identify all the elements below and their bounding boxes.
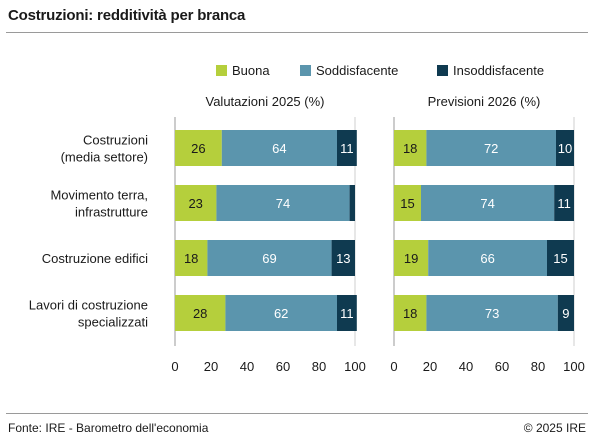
data-label-1-0-1: 72: [484, 141, 498, 156]
legend-swatch-1: [300, 65, 311, 76]
bar-0-3-1: [225, 295, 337, 331]
stacked-bar-chart: Buona Soddisfacente Insoddisfacente Valutaz…: [29, 63, 585, 374]
legend-label-2: Insoddisfacente: [453, 63, 544, 78]
bar-1-0-0: [394, 130, 427, 166]
data-label-1-2-1: 66: [480, 251, 494, 266]
data-label-0-1-0: 23: [188, 196, 202, 211]
bar-0-3-2: [337, 295, 357, 331]
bar-0-0-1: [221, 130, 337, 166]
data-label-1-2-2: 15: [553, 251, 567, 266]
bar-1-2-0: [394, 240, 429, 276]
bar-1-1-0: [394, 185, 421, 221]
bar-1-0-1: [426, 130, 556, 166]
bar-0-0-2: [337, 130, 357, 166]
bar-1-2-1: [428, 240, 547, 276]
data-label-0-3-1: 62: [274, 306, 288, 321]
data-label-1-3-1: 73: [485, 306, 499, 321]
bar-0-1-1: [216, 185, 350, 221]
data-label-0-3-2: 11: [340, 306, 354, 321]
bar-1-3-2: [557, 295, 574, 331]
x-tick-label-0-4: 80: [312, 359, 326, 374]
x-tick-label-1-5: 100: [563, 359, 585, 374]
bar-1-3-1: [426, 295, 558, 331]
x-tick-label-1-3: 60: [495, 359, 509, 374]
data-label-0-1-1: 74: [276, 196, 290, 211]
data-label-1-1-1: 74: [480, 196, 494, 211]
legend-label-1: Soddisfacente: [316, 63, 398, 78]
x-tick-label-1-0: 0: [390, 359, 397, 374]
legend-swatch-0: [216, 65, 227, 76]
legend-swatch-2: [437, 65, 448, 76]
data-label-0-2-0: 18: [184, 251, 198, 266]
x-tick-label-1-4: 80: [531, 359, 545, 374]
bar-1-3-0: [394, 295, 427, 331]
data-label-1-2-0: 19: [404, 251, 418, 266]
copyright-note: © 2025 IRE: [523, 421, 586, 435]
x-tick-label-0-3: 60: [276, 359, 290, 374]
data-label-1-3-0: 18: [403, 306, 417, 321]
bar-0-3-0: [175, 295, 226, 331]
bar-1-1-1: [421, 185, 555, 221]
x-tick-label-0-2: 40: [240, 359, 254, 374]
x-tick-label-1-2: 40: [459, 359, 473, 374]
x-tick-label-0-5: 100: [344, 359, 366, 374]
data-label-0-2-2: 13: [336, 251, 350, 266]
data-label-0-2-1: 69: [262, 251, 276, 266]
panel-title-1: Previsioni 2026 (%): [428, 94, 541, 109]
legend-label-0: Buona: [232, 63, 270, 78]
bar-1-0-2: [556, 130, 574, 166]
data-label-1-3-2: 9: [562, 306, 569, 321]
bar-0-2-2: [331, 240, 355, 276]
category-label-0-1: (media settore): [61, 150, 148, 165]
bar-0-2-0: [175, 240, 208, 276]
data-label-0-3-0: 28: [193, 306, 207, 321]
data-label-0-0-1: 64: [272, 141, 286, 156]
x-tick-label-1-1: 20: [423, 359, 437, 374]
bar-0-1-2: [349, 185, 355, 221]
source-note: Fonte: IRE - Barometro dell'economia: [8, 421, 209, 435]
data-label-0-0-2: 11: [340, 141, 354, 156]
data-label-1-0-0: 18: [403, 141, 417, 156]
bar-0-2-1: [207, 240, 332, 276]
bar-1-2-2: [547, 240, 574, 276]
category-label-1-0: Movimento terra,: [50, 188, 148, 203]
bar-1-1-2: [554, 185, 574, 221]
category-label-2-0: Costruzione edifici: [42, 251, 148, 266]
panel-title-0: Valutazioni 2025 (%): [206, 94, 325, 109]
bar-0-0-0: [175, 130, 222, 166]
bottom-divider: [6, 413, 588, 414]
data-label-1-0-2: 10: [558, 141, 572, 156]
category-label-3-0: Lavori di costruzione: [29, 298, 148, 313]
data-label-1-1-0: 15: [400, 196, 414, 211]
chart-title: Costruzioni: redditività per branca: [8, 7, 246, 24]
x-tick-label-0-1: 20: [204, 359, 218, 374]
bar-0-1-0: [175, 185, 217, 221]
top-divider: [6, 32, 588, 33]
category-label-3-1: specializzati: [78, 315, 148, 330]
x-tick-label-0-0: 0: [171, 359, 178, 374]
category-label-1-1: infrastrutture: [75, 205, 148, 220]
data-label-1-1-2: 11: [557, 196, 571, 211]
data-label-0-0-0: 26: [191, 141, 205, 156]
category-label-0-0: Costruzioni: [83, 133, 148, 148]
